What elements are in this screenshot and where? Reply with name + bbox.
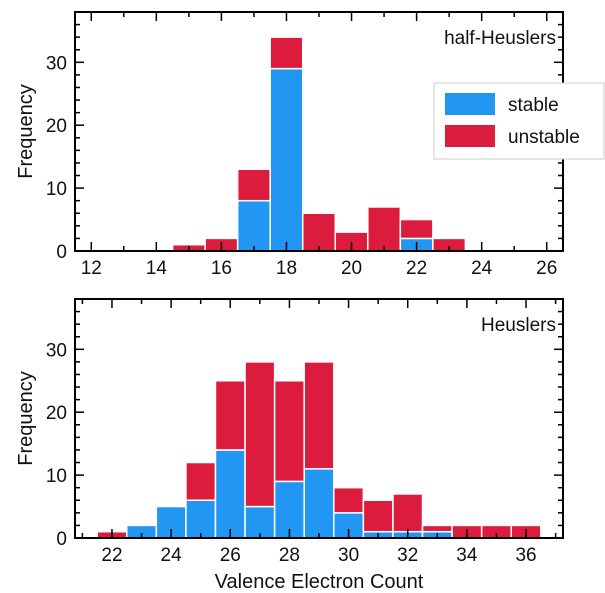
panel2-xtick-label-26: 26 <box>220 545 241 566</box>
panel2-bar-stable-25 <box>185 499 217 539</box>
panel1-bar-unstable-21 <box>367 206 402 252</box>
panel1-bar-stable-17 <box>236 199 271 252</box>
panel1-xtick-label-14: 14 <box>146 258 168 279</box>
legend-swatch-unstable <box>445 125 495 147</box>
panel1-xtick-label-18: 18 <box>276 258 297 279</box>
panel2-bar-unstable-31 <box>362 499 394 533</box>
panel1-bar-stable-18 <box>269 67 304 252</box>
panel2-xtick-label-28: 28 <box>279 545 300 566</box>
panel2-bar-unstable-27 <box>244 361 276 508</box>
panel2-xtick-label-22: 22 <box>101 545 122 566</box>
panel1-bar-unstable-18 <box>269 36 304 70</box>
panel1-ytick-label-30: 30 <box>46 53 67 74</box>
panel2-bar-unstable-25 <box>185 461 217 502</box>
panel2-bar-unstable-28 <box>273 380 305 483</box>
panel2-bar-stable-29 <box>303 468 335 539</box>
panel2-ytick-label-0: 0 <box>56 529 67 550</box>
panel1-xtick-label-26: 26 <box>536 258 557 279</box>
panel2-xtick-label-34: 34 <box>456 545 478 566</box>
panel2-xtick-label-36: 36 <box>515 545 536 566</box>
panel1-bar-unstable-17 <box>236 168 271 202</box>
panel1-xtick-label-16: 16 <box>211 258 232 279</box>
legend-label-stable: stable <box>508 95 559 116</box>
panel2-title: Heuslers <box>481 315 556 336</box>
panel1-ytick-label-0: 0 <box>56 242 67 263</box>
panel2-xlabel: Valence Electron Count <box>215 571 424 593</box>
panel2-bar-unstable-33 <box>421 524 453 533</box>
panel1-group: 0 10 20 30 12 14 16 18 20 22 24 26 Frequency half-Heu… <box>15 11 605 279</box>
panel2-group: 0 10 20 30 22 24 26 28 30 32 34 36 Frequency Valence … <box>15 298 564 593</box>
panel1-xtick-label-24: 24 <box>471 258 493 279</box>
panel2-ytick-label-30: 30 <box>46 340 67 361</box>
panel1-xtick-label-22: 22 <box>406 258 427 279</box>
panel2-ytick-label-10: 10 <box>46 466 67 487</box>
panel1-bar-unstable-22 <box>399 218 434 240</box>
panel2-xtick-label-32: 32 <box>397 545 418 566</box>
panel2-bar-stable-26 <box>214 449 246 539</box>
panel2-ytick-label-20: 20 <box>46 403 67 424</box>
panel1-xtick-label-20: 20 <box>341 258 362 279</box>
panel2-xtick-label-30: 30 <box>338 545 359 566</box>
panel1-ylabel: Frequency <box>15 84 37 179</box>
panel2-bar-unstable-29 <box>303 361 335 470</box>
panel1-title: half-Heuslers <box>444 28 556 49</box>
panel1-ytick-label-10: 10 <box>46 179 67 200</box>
legend-label-unstable: unstable <box>508 127 580 148</box>
panel2-ylabel: Frequency <box>15 371 37 466</box>
panel2-bar-unstable-32 <box>392 493 424 533</box>
panel2-bar-unstable-30 <box>333 486 365 514</box>
panel1-ytick-label-20: 20 <box>46 116 67 137</box>
panel2-xtick-label-24: 24 <box>161 545 183 566</box>
legend-swatch-stable <box>445 93 495 115</box>
legend: stable unstable <box>433 82 605 160</box>
panel2-bar-unstable-26 <box>214 380 246 451</box>
panel1-bar-unstable-19 <box>301 212 337 252</box>
panel1-xtick-label-12: 12 <box>81 258 102 279</box>
